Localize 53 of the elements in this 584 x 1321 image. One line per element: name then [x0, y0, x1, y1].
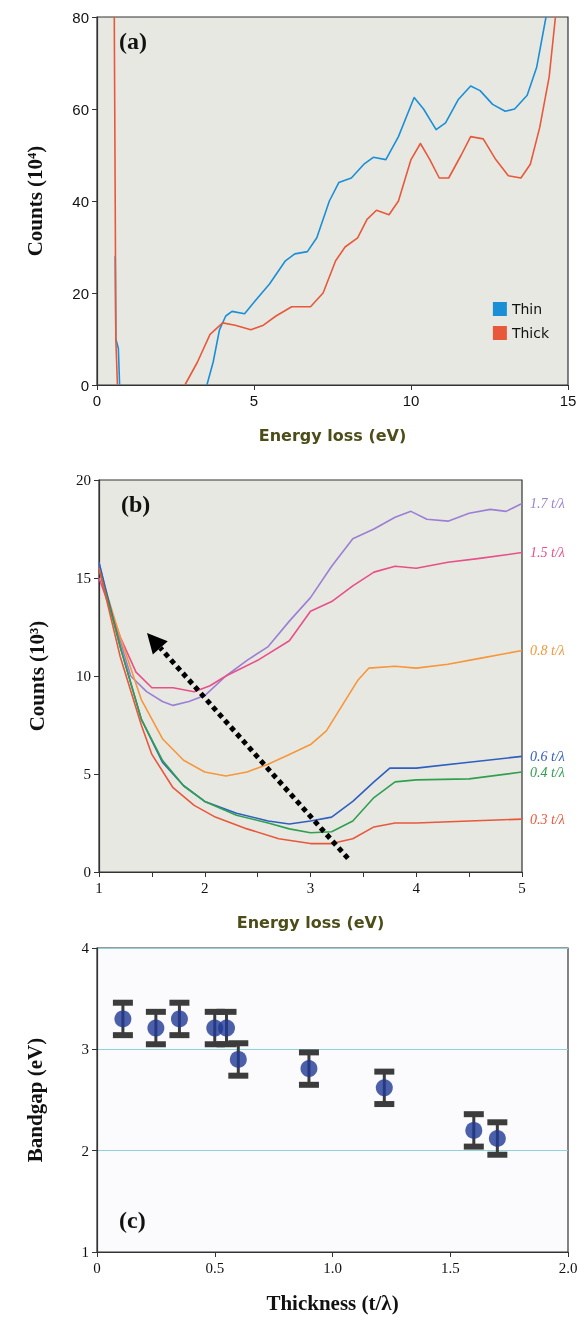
x-tick-label: 5 [518, 879, 526, 896]
y-axis-title: Counts (10⁴) [22, 145, 47, 257]
series-label: 0.6 t/λ [530, 748, 565, 764]
point [218, 1019, 236, 1037]
y-tick-label: 60 [72, 100, 89, 118]
annotation: (b) [121, 491, 151, 517]
point [488, 1130, 506, 1147]
series-label: 0.3 t/λ [530, 811, 565, 827]
series-label: 1.5 t/λ [530, 545, 565, 561]
x-tick-label: 1.0 [323, 1259, 342, 1276]
point [465, 1121, 483, 1139]
point [300, 1060, 318, 1078]
y-tick-label: 20 [76, 472, 91, 488]
x-tick-label: 2.0 [558, 1259, 578, 1276]
legend-label: Thick [510, 325, 550, 341]
y-tick-label: 10 [76, 668, 91, 684]
y-tick-label: 40 [72, 192, 89, 210]
point [170, 1010, 188, 1028]
point [147, 1019, 165, 1037]
x-axis-title: Energy loss (eV) [258, 425, 407, 445]
x-tick-label: 5 [249, 392, 259, 409]
series-label: 0.8 t/λ [530, 643, 565, 659]
series-label: 1.7 t/λ [530, 496, 565, 512]
annotation: (a) [119, 28, 147, 54]
x-tick-label: 1.5 [440, 1259, 460, 1276]
y-tick-label: 20 [72, 284, 89, 302]
y-axis-title: Bandgap (eV) [22, 1037, 47, 1163]
y-tick-label: 5 [83, 766, 91, 782]
y-axis-title: Counts (10³) [24, 620, 49, 732]
point [375, 1079, 393, 1097]
y-tick-label: 3 [81, 1041, 89, 1058]
point [114, 1010, 132, 1028]
y-tick-label: 15 [76, 570, 91, 586]
x-tick-label: 3 [306, 879, 315, 896]
y-tick-label: 2 [81, 1142, 89, 1159]
y-tick-label: 80 [72, 8, 89, 26]
x-tick-label: 15 [559, 392, 577, 409]
line-series [98, 551, 523, 693]
y-tick-label: 1 [81, 1244, 89, 1260]
y-tick-label: 4 [81, 940, 90, 956]
x-tick-label: 4 [412, 879, 421, 896]
point [229, 1050, 247, 1068]
x-axis-title: Thickness (t/λ) [266, 1290, 399, 1315]
x-tick-label: 1 [95, 879, 103, 896]
x-tick-label: 0.5 [205, 1259, 225, 1276]
annotation: (c) [119, 1207, 146, 1233]
y-tick-label: 0 [80, 376, 89, 394]
series-label: 0.4 t/λ [530, 764, 565, 780]
legend-label: Thin [510, 301, 543, 317]
x-tick-label: 2 [201, 879, 209, 896]
x-tick-label: 10 [402, 392, 420, 409]
y-tick-label: 0 [83, 864, 91, 880]
x-axis-title: Energy loss (eV) [236, 912, 385, 932]
